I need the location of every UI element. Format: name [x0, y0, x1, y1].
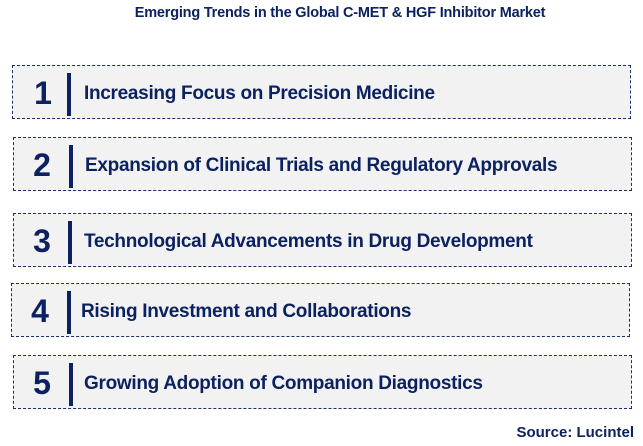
- trend-divider: [69, 363, 73, 406]
- trend-label: Increasing Focus on Precision Medicine: [84, 83, 435, 104]
- trend-number: 2: [33, 147, 51, 183]
- trend-item-4: 4 Rising Investment and Collaborations: [11, 283, 630, 337]
- trend-label: Rising Investment and Collaborations: [81, 301, 412, 322]
- trend-divider: [67, 73, 71, 116]
- trend-divider: [67, 291, 71, 334]
- source-credit: Source: Lucintel: [516, 424, 634, 441]
- trend-label: Growing Adoption of Companion Diagnostic…: [84, 373, 483, 394]
- trend-item-1: 1 Increasing Focus on Precision Medicine: [12, 65, 631, 119]
- trend-number: 4: [31, 293, 49, 329]
- trend-divider: [68, 221, 72, 264]
- trend-label: Technological Advancements in Drug Devel…: [84, 231, 533, 252]
- trend-number: 5: [33, 365, 51, 401]
- trend-item-2: 2 Expansion of Clinical Trials and Regul…: [13, 137, 632, 191]
- trend-divider: [69, 145, 73, 188]
- trend-item-5: 5 Growing Adoption of Companion Diagnost…: [13, 355, 632, 409]
- diagram-title: Emerging Trends in the Global C-MET & HG…: [134, 5, 546, 21]
- trend-label: Expansion of Clinical Trials and Regulat…: [85, 155, 558, 176]
- trend-number: 3: [33, 223, 51, 259]
- trend-item-3: 3 Technological Advancements in Drug Dev…: [13, 213, 632, 267]
- trend-number: 1: [34, 75, 52, 111]
